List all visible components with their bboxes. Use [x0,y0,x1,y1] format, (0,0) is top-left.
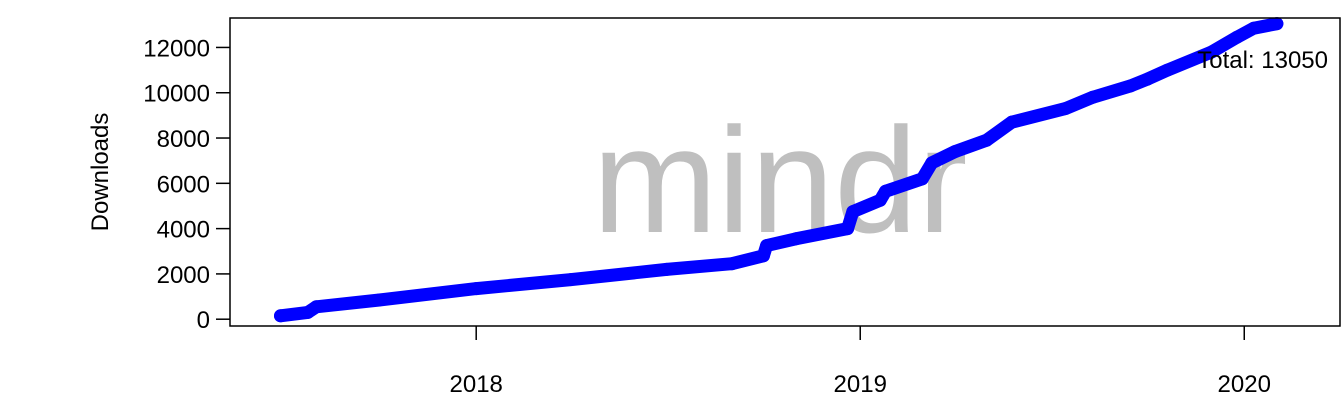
data-point [1058,102,1072,116]
data-point [948,145,962,159]
data-point [878,184,892,198]
x-tick-label: 2019 [834,371,887,398]
y-tick-label: 12000 [143,35,210,62]
data-point [1124,79,1138,93]
data-point [309,300,323,314]
y-tick-label: 6000 [157,171,210,198]
y-axis-title: Downloads [87,113,114,232]
data-point [1205,45,1219,59]
data-point [841,222,855,236]
data-point [1160,63,1174,77]
data-point [725,257,739,271]
data-point [915,172,929,186]
y-tick-label: 0 [197,307,210,334]
y-axis: 0 2000 4000 6000 8000 10000 12000 [143,35,230,334]
plot-frame [229,17,1341,327]
data-point [372,293,386,307]
x-tick-label: 2018 [450,371,503,398]
data-point [564,273,578,287]
data-point [660,262,674,276]
y-tick-label: 4000 [157,217,210,244]
data-point [1140,72,1154,86]
data-point [925,156,939,170]
data-point [756,249,770,263]
y-tick-label: 2000 [157,262,210,289]
data-point [274,309,288,323]
data-point [1230,30,1244,44]
data-point [846,205,860,219]
x-axis: 2018 2019 2020 [450,326,1271,398]
data-point [1270,17,1284,31]
data-point [1005,115,1019,129]
data-point [1247,21,1261,35]
series-layer [274,17,1284,323]
y-tick-label: 8000 [157,126,210,153]
data-point [789,232,803,246]
data-point [760,239,774,253]
y-tick-label: 10000 [143,81,210,108]
data-point [469,282,483,296]
total-annotation: Total: 13050 [1197,47,1328,74]
x-tick-label: 2020 [1218,371,1271,398]
data-point [1086,90,1100,104]
data-point [979,133,993,147]
